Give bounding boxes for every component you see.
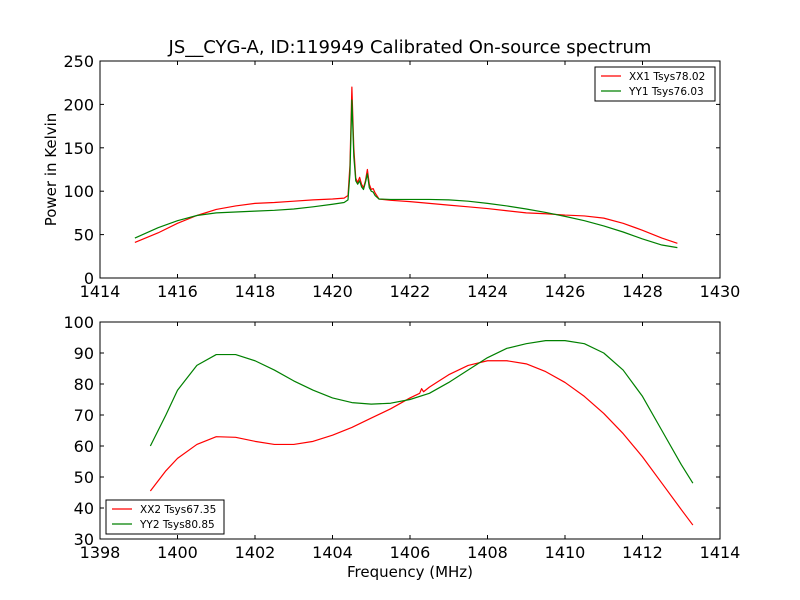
- y-tick-label: 60: [74, 437, 94, 456]
- x-tick-label: 1408: [467, 543, 508, 562]
- chart-title: JS__CYG-A, ID:119949 Calibrated On-sourc…: [168, 37, 652, 58]
- y-tick-label: 30: [74, 530, 94, 549]
- legend: XX2 Tsys67.35 YY2 Tsys80.85: [105, 499, 225, 535]
- top-panel-plot: 1414 1416 1418 1420 1422 1424 1426 1428 1430 0 50 1…: [42, 37, 740, 301]
- y-tick-label: 200: [63, 95, 94, 114]
- series-line-1: [149, 360, 694, 526]
- y-tick-label: 150: [63, 139, 94, 158]
- y-tick-label: 90: [74, 344, 94, 363]
- legend-box: [594, 66, 716, 102]
- x-tick-label: 1426: [545, 282, 586, 301]
- x-tick-label: 1422: [390, 282, 431, 301]
- x-tick-label: 1414: [700, 543, 741, 562]
- legend-entry-1: XX2 Tsys67.35: [140, 504, 216, 516]
- x-tick-label: 1418: [235, 282, 276, 301]
- legend-box: [105, 499, 225, 535]
- legend-entry-2: YY2 Tsys80.85: [139, 519, 215, 531]
- x-tick-label: 1414: [80, 282, 121, 301]
- y-tick-label: 40: [74, 499, 94, 518]
- x-tick-label: 1406: [390, 543, 431, 562]
- series-line-1: [134, 86, 678, 244]
- x-tick-label: 1424: [467, 282, 508, 301]
- x-tick-label: 1400: [157, 543, 198, 562]
- y-tick-label: 0: [84, 269, 94, 288]
- series-line-2: [134, 99, 678, 249]
- legend-entry-1: XX1 Tsys78.02: [629, 71, 705, 83]
- x-tick-label: 1430: [700, 282, 741, 301]
- y-tick-label: 100: [63, 182, 94, 201]
- y-tick-label: 100: [63, 313, 94, 332]
- x-tick-label: 1404: [312, 543, 353, 562]
- x-tick-label: 1428: [622, 282, 663, 301]
- y-tick-label: 250: [63, 52, 94, 71]
- x-tick-label: 1398: [80, 543, 121, 562]
- series-line-2: [149, 340, 694, 484]
- y-tick-label: 50: [74, 226, 94, 245]
- x-tick-label: 1416: [157, 282, 198, 301]
- x-tick-label: 1420: [312, 282, 353, 301]
- x-tick-label: 1410: [545, 543, 586, 562]
- bottom-panel-plot: 1398 1400 1402 1404 1406 1408 1410 1412 1414 30 40…: [63, 313, 740, 581]
- legend-entry-2: YY1 Tsys76.03: [628, 86, 704, 98]
- x-tick-label: 1412: [622, 543, 663, 562]
- y-tick-label: 70: [74, 406, 94, 425]
- y-axis-label: Power in Kelvin: [42, 113, 60, 227]
- y-tick-label: 80: [74, 375, 94, 394]
- x-axis-label: Frequency (MHz): [347, 563, 473, 581]
- x-tick-label: 1402: [235, 543, 276, 562]
- y-tick-label: 50: [74, 468, 94, 487]
- legend: XX1 Tsys78.02 YY1 Tsys76.03: [594, 66, 716, 102]
